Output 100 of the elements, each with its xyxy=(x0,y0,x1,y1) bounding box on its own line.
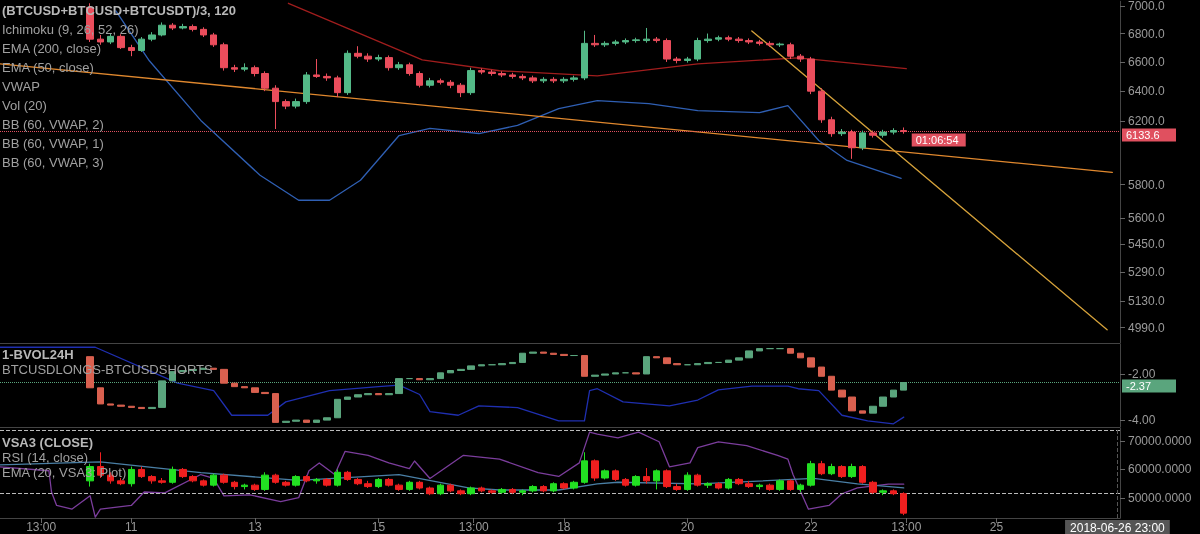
y-tick-label: 50000.0000 xyxy=(1128,491,1192,505)
candlestick xyxy=(128,405,135,408)
candlestick xyxy=(509,361,516,365)
y-tick-label: -4.00 xyxy=(1128,413,1156,428)
candlestick xyxy=(766,483,774,492)
annotation: 01:06:54 xyxy=(915,134,959,147)
candlestick xyxy=(498,487,506,495)
candlestick xyxy=(375,393,382,396)
candlestick xyxy=(766,40,774,48)
annotation: Vol (20) xyxy=(2,98,47,113)
candlestick xyxy=(447,370,454,374)
candlestick xyxy=(323,417,331,421)
x-tick-label: 13:00 xyxy=(891,520,922,534)
candlestick xyxy=(334,468,341,488)
candlestick xyxy=(261,471,269,492)
y-tick-label: 6400.0 xyxy=(1128,84,1166,99)
candlestick xyxy=(581,451,588,485)
candlestick xyxy=(673,483,681,492)
candlestick xyxy=(292,98,300,109)
candlestick xyxy=(272,393,279,423)
x-tick-label: 15 xyxy=(371,520,386,534)
candlestick xyxy=(478,364,485,367)
candlestick xyxy=(725,35,732,42)
candlestick xyxy=(364,393,372,396)
candlestick xyxy=(622,477,629,488)
candlestick xyxy=(467,365,475,370)
candlestick xyxy=(838,464,846,479)
candlestick xyxy=(838,389,846,398)
candlestick xyxy=(179,23,187,30)
candlestick xyxy=(488,69,496,77)
candlestick xyxy=(612,468,619,482)
candlestick xyxy=(848,396,856,412)
candlestick xyxy=(818,460,825,476)
candlestick xyxy=(117,404,125,407)
candlestick xyxy=(200,478,207,488)
candlestick xyxy=(838,128,846,137)
candlestick xyxy=(643,27,650,44)
candlestick xyxy=(364,480,372,489)
candlestick xyxy=(231,480,238,490)
text: VSA3 (CLOSE) xyxy=(2,435,94,450)
x-tick-label: 13 xyxy=(248,520,262,534)
candlestick xyxy=(745,350,753,359)
candlestick xyxy=(128,466,135,488)
ref-line-label: 6133.6 xyxy=(1126,129,1160,142)
candlestick xyxy=(509,487,516,495)
candlestick xyxy=(519,488,526,496)
candlestick xyxy=(241,386,248,389)
candlestick xyxy=(735,477,743,486)
candlestick xyxy=(560,481,568,490)
x-tick-label: 18 xyxy=(557,520,571,534)
candlestick xyxy=(231,64,238,73)
candlestick xyxy=(869,480,877,495)
annotation: EMA (200, close) xyxy=(2,41,101,56)
candlestick xyxy=(200,26,207,38)
candlestick xyxy=(540,76,547,84)
candlestick xyxy=(354,394,362,398)
candlestick xyxy=(735,357,743,361)
candlestick xyxy=(426,378,434,381)
candlestick xyxy=(457,82,465,98)
candlestick xyxy=(231,382,238,388)
x-tick-label: 11 xyxy=(125,520,138,534)
candlestick xyxy=(498,363,506,366)
candlestick xyxy=(303,71,310,105)
candlestick xyxy=(807,460,815,488)
candlestick xyxy=(395,483,403,492)
candlestick xyxy=(169,22,176,31)
y-tick-label: 5450.0 xyxy=(1128,236,1166,251)
candlestick xyxy=(756,39,763,46)
y-tick-label: 5800.0 xyxy=(1128,177,1166,192)
candlestick xyxy=(292,419,300,422)
candlestick xyxy=(303,474,310,483)
candlestick xyxy=(334,75,341,98)
x-tick-label: 13:00 xyxy=(458,520,490,534)
candlestick xyxy=(385,54,393,72)
candlestick xyxy=(632,372,640,375)
candlestick xyxy=(735,36,743,44)
candlestick xyxy=(684,471,691,492)
candlestick xyxy=(426,486,434,496)
candlestick xyxy=(437,78,444,85)
candlestick xyxy=(787,478,794,492)
candlestick xyxy=(776,478,784,492)
candlestick xyxy=(560,353,568,357)
candlestick xyxy=(323,477,331,488)
candlestick xyxy=(540,351,547,354)
candlestick xyxy=(663,468,671,489)
candlestick xyxy=(179,467,187,479)
candlestick xyxy=(437,483,444,496)
candlestick xyxy=(797,352,804,359)
candlestick xyxy=(550,352,557,355)
candlestick xyxy=(344,396,351,400)
candlestick xyxy=(632,474,640,488)
candlestick xyxy=(406,62,413,77)
candlestick xyxy=(684,56,691,64)
candlestick xyxy=(519,73,526,81)
candlestick xyxy=(241,62,248,72)
candlestick xyxy=(591,458,599,482)
candlestick xyxy=(529,75,537,84)
candlestick xyxy=(282,420,290,423)
candlestick xyxy=(725,359,732,363)
y-tick-label: 7000.0 xyxy=(1128,0,1166,13)
